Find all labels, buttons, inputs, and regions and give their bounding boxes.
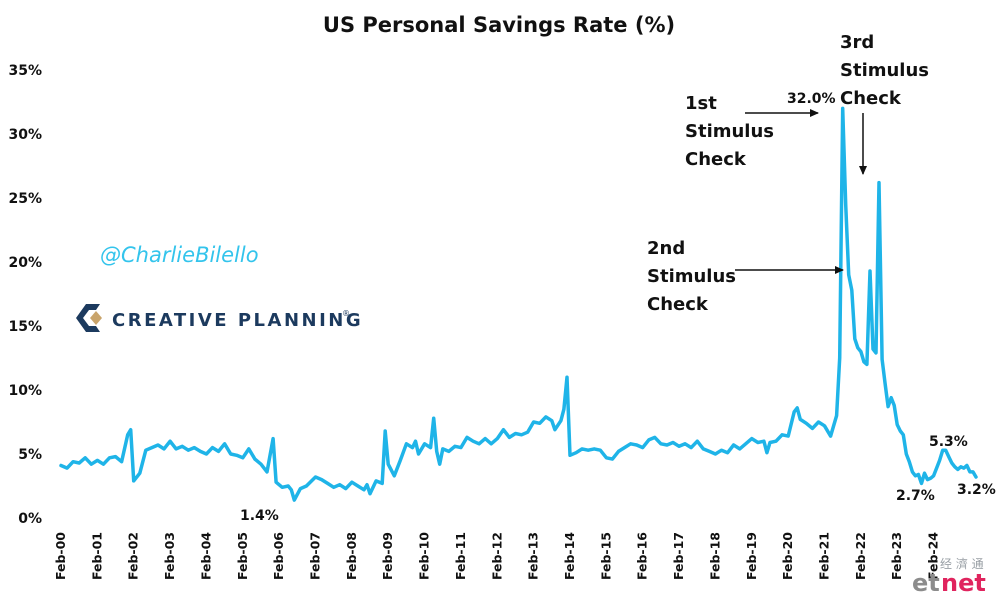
x-tick-label: Feb-03 — [162, 532, 177, 580]
x-tick-label: Feb-07 — [308, 532, 323, 580]
y-tick-label: 30% — [8, 127, 42, 143]
x-tick-label: Feb-12 — [489, 532, 504, 580]
annotation-third-line3: Check — [840, 88, 902, 109]
annotation-second-line3: Check — [647, 294, 709, 315]
creative-planning-logo: CREATIVE PLANNING ® — [76, 304, 363, 332]
watermark-net: net — [941, 569, 986, 596]
author-handle: @CharlieBilello — [100, 243, 259, 267]
x-tick-label: Feb-17 — [671, 532, 686, 580]
x-tick-label: Feb-05 — [235, 532, 250, 580]
watermark-chinese: 经 濟 通 — [940, 556, 984, 571]
chart-title: US Personal Savings Rate (%) — [323, 13, 675, 37]
x-tick-label: Feb-21 — [817, 532, 832, 580]
annotation-second-stimulus: 2nd Stimulus Check — [647, 238, 844, 315]
label-low-2022: 2.7% — [896, 488, 935, 504]
x-tick-label: Feb-10 — [417, 532, 432, 580]
x-tick-label: Feb-19 — [744, 532, 759, 580]
x-tick-label: Feb-18 — [707, 532, 722, 580]
label-latest: 3.2% — [957, 482, 996, 498]
y-axis: 0% 5% 10% 15% 20% 25% 30% 35% — [8, 63, 42, 527]
annotation-first-stimulus: 1st Stimulus Check — [685, 93, 819, 170]
etnet-watermark: 经 濟 通 et net — [912, 556, 986, 596]
creative-planning-logo-icon — [76, 304, 102, 332]
x-tick-label: Feb-09 — [380, 532, 395, 580]
x-tick-label: Feb-24 — [926, 532, 941, 580]
x-tick-label: Feb-22 — [853, 532, 868, 580]
y-tick-label: 15% — [8, 319, 42, 335]
logo-trademark: ® — [342, 309, 350, 318]
x-tick-label: Feb-20 — [780, 532, 795, 580]
x-tick-label: Feb-04 — [198, 532, 213, 580]
x-tick-label: Feb-15 — [598, 532, 613, 580]
y-tick-label: 35% — [8, 63, 42, 79]
logo-text: CREATIVE PLANNING — [112, 310, 363, 331]
annotation-second-line2: Stimulus — [647, 266, 736, 287]
label-low-2005: 1.4% — [240, 508, 279, 524]
label-peak: 32.0% — [787, 91, 836, 107]
x-tick-label: Feb-06 — [271, 532, 286, 580]
y-tick-label: 0% — [18, 511, 42, 527]
y-tick-label: 10% — [8, 383, 42, 399]
label-high-2023: 5.3% — [929, 434, 968, 450]
series-line-savings-rate — [59, 106, 978, 502]
x-tick-label: Feb-08 — [344, 532, 359, 580]
y-tick-label: 25% — [8, 191, 42, 207]
x-tick-label: Feb-00 — [53, 532, 68, 580]
annotation-third-line2: Stimulus — [840, 60, 929, 81]
x-tick-label: Feb-13 — [526, 532, 541, 580]
x-tick-label: Feb-02 — [126, 532, 141, 580]
x-tick-label: Feb-01 — [89, 532, 104, 580]
annotation-first-line1: 1st — [685, 93, 717, 114]
annotation-second-line1: 2nd — [647, 238, 685, 259]
annotation-third-stimulus: 3rd Stimulus Check — [840, 32, 929, 175]
x-tick-label: Feb-14 — [562, 532, 577, 580]
annotation-third-line1: 3rd — [840, 32, 874, 53]
y-tick-label: 5% — [18, 447, 42, 463]
annotation-first-line3: Check — [685, 149, 747, 170]
x-tick-label: Feb-16 — [635, 532, 650, 580]
x-tick-label: Feb-23 — [889, 532, 904, 580]
x-tick-label: Feb-11 — [453, 532, 468, 580]
x-axis: Feb-00 Feb-01 Feb-02 Feb-03 Feb-04 Feb-05 Feb-… — [53, 532, 941, 580]
annotation-first-line2: Stimulus — [685, 121, 774, 142]
y-tick-label: 20% — [8, 255, 42, 271]
watermark-et: et — [912, 569, 940, 596]
